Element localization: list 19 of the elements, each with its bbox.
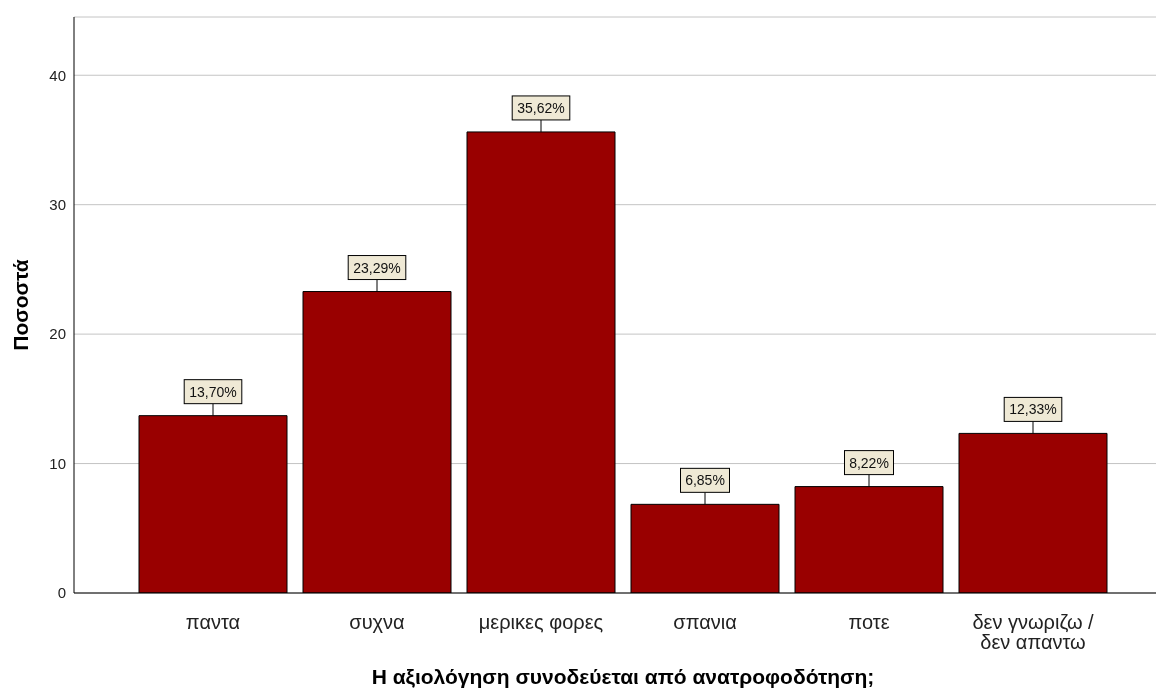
x-tick-label: παντα [185,611,241,633]
data-label: 13,70% [189,383,237,400]
y-tick-label: 40 [49,66,66,84]
x-tick-label: δεν γνωριζω / δεν απαντω [972,611,1095,653]
x-tick-label: σπανια [673,611,737,633]
x-tick-label: μερικες φορες [478,611,604,633]
data-label: 6,85% [685,472,725,489]
data-label: 23,29% [353,259,401,276]
x-tick-label: συχνα [349,611,405,633]
y-axis-title: Ποσοστά [8,259,32,351]
x-axis-title: Η αξιολόγηση συνοδεύεται από ανατροφοδότηση; [371,665,875,688]
x-tick-label: ποτε [848,611,890,633]
data-label: 8,22% [849,454,889,471]
y-tick-label: 30 [49,196,66,214]
data-label: 12,33% [1009,401,1057,418]
y-tick-label: 10 [49,454,66,472]
y-tick-label: 0 [57,584,66,602]
data-label: 35,62% [517,99,565,116]
y-tick-label: 20 [49,325,66,343]
